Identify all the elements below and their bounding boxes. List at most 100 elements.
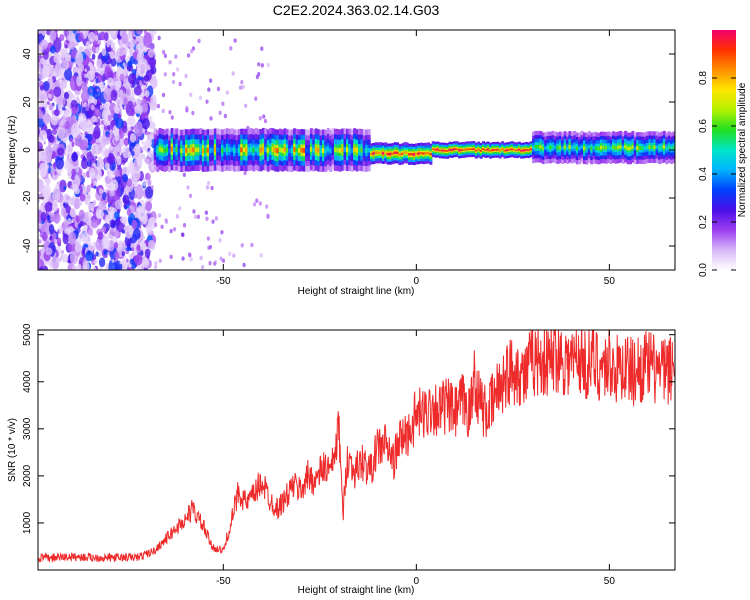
heatmap-cell	[141, 145, 145, 152]
heatmap-cell	[126, 258, 129, 263]
heatmap-cell	[539, 145, 543, 149]
heatmap-cell	[104, 162, 111, 170]
heatmap-cell	[317, 148, 321, 153]
heatmap-cell	[199, 255, 203, 261]
heatmap-cell	[307, 148, 311, 154]
spectrogram-x-axis-label: Height of straight line (km)	[298, 286, 415, 297]
heatmap-cell	[141, 141, 145, 146]
heatmap-cell	[563, 145, 567, 149]
heatmap-cell	[258, 201, 262, 206]
heatmap-cell	[99, 267, 103, 270]
heatmap-cell	[314, 147, 318, 152]
heatmap-cell	[147, 48, 155, 58]
heatmap-cell	[233, 148, 237, 153]
heatmap-cell	[38, 110, 44, 120]
heatmap-cell	[534, 144, 538, 149]
heatmap-cell	[358, 147, 362, 153]
heatmap-cell	[149, 76, 158, 89]
heatmap-cell	[181, 256, 185, 261]
heatmap-cell	[156, 148, 160, 154]
heatmap-cell	[415, 152, 419, 156]
heatmap-cell	[595, 146, 599, 150]
heatmap-cell	[168, 148, 172, 154]
heatmap-cell	[446, 150, 450, 152]
heatmap-cell	[254, 96, 258, 101]
heatmap-cell	[231, 71, 235, 76]
heatmap-cell	[345, 147, 349, 153]
heatmap-cell	[144, 172, 151, 181]
heatmap-cell	[94, 34, 99, 42]
heatmap-cell	[114, 131, 120, 142]
heatmap-cell	[65, 195, 71, 201]
spectrogram-y-axis-label: Frequency (Hz)	[7, 116, 18, 185]
heatmap-cell	[189, 92, 193, 97]
heatmap-cell	[122, 216, 128, 225]
heatmap-cell	[95, 238, 104, 251]
heatmap-cell	[85, 40, 91, 50]
heatmap-cell	[107, 77, 114, 87]
heatmap-cell	[319, 148, 323, 154]
heatmap-cell	[110, 89, 118, 102]
heatmap-cell	[182, 148, 186, 153]
heatmap-cell	[522, 149, 526, 152]
heatmap-cell	[189, 257, 193, 262]
heatmap-cell	[63, 30, 70, 37]
heatmap-cell	[206, 236, 210, 241]
heatmap-cell	[85, 244, 89, 248]
heatmap-cell	[144, 248, 151, 258]
heatmap-cell	[172, 72, 176, 77]
heatmap-cell	[180, 232, 185, 237]
heatmap-cell	[214, 216, 218, 221]
heatmap-cell	[114, 199, 123, 210]
heatmap-cell	[585, 146, 589, 151]
heatmap-cell	[257, 62, 261, 67]
heatmap-cell	[132, 51, 138, 60]
heatmap-cell	[38, 239, 42, 244]
y-tick-label: 4000	[22, 370, 33, 393]
heatmap-cell	[573, 144, 577, 149]
heatmap-cell	[119, 73, 125, 82]
heatmap-cell	[80, 90, 90, 102]
x-tick-label: 50	[604, 576, 616, 587]
heatmap-cell	[370, 152, 373, 156]
heatmap-tracking-band	[153, 127, 371, 173]
heatmap-cell	[142, 46, 148, 53]
spectrogram-y-ticks: -40 -20 0 20 40	[22, 48, 675, 253]
heatmap-cell	[389, 152, 392, 156]
heatmap-cell	[209, 116, 213, 121]
heatmap-cell	[92, 85, 102, 100]
heatmap-cell	[621, 146, 625, 150]
heatmap-cell	[419, 151, 423, 155]
heatmap-cell	[321, 148, 325, 153]
heatmap-cell	[191, 110, 195, 116]
heatmap-cell	[74, 242, 82, 253]
heatmap-cell	[174, 54, 178, 59]
heatmap-cell	[147, 150, 152, 158]
heatmap-cell	[85, 120, 94, 135]
heatmap-cell	[44, 201, 53, 212]
heatmap-cell	[391, 152, 395, 155]
heatmap-cell	[71, 265, 78, 270]
heatmap-cell	[434, 148, 438, 151]
heatmap-cell	[95, 78, 99, 84]
heatmap-cell	[58, 226, 63, 234]
heatmap-cell	[84, 197, 90, 206]
heatmap-cell	[148, 121, 156, 130]
heatmap-cell	[51, 202, 59, 213]
heatmap-cell	[38, 222, 42, 230]
heatmap-cell	[145, 201, 153, 212]
heatmap-cell	[99, 31, 106, 41]
heatmap-cell	[96, 58, 103, 68]
heatmap-cell	[99, 135, 107, 148]
heatmap-cell	[121, 229, 126, 234]
heatmap-cell	[132, 175, 136, 181]
heatmap-cell	[242, 147, 246, 153]
heatmap-cell	[374, 151, 378, 155]
heatmap-cell	[169, 254, 173, 260]
heatmap-cell	[508, 148, 512, 151]
heatmap-cell	[185, 147, 189, 153]
heatmap-cell	[77, 63, 85, 73]
heatmap-cell	[133, 178, 138, 188]
heatmap-cell	[450, 148, 454, 151]
heatmap-cell	[121, 32, 129, 45]
